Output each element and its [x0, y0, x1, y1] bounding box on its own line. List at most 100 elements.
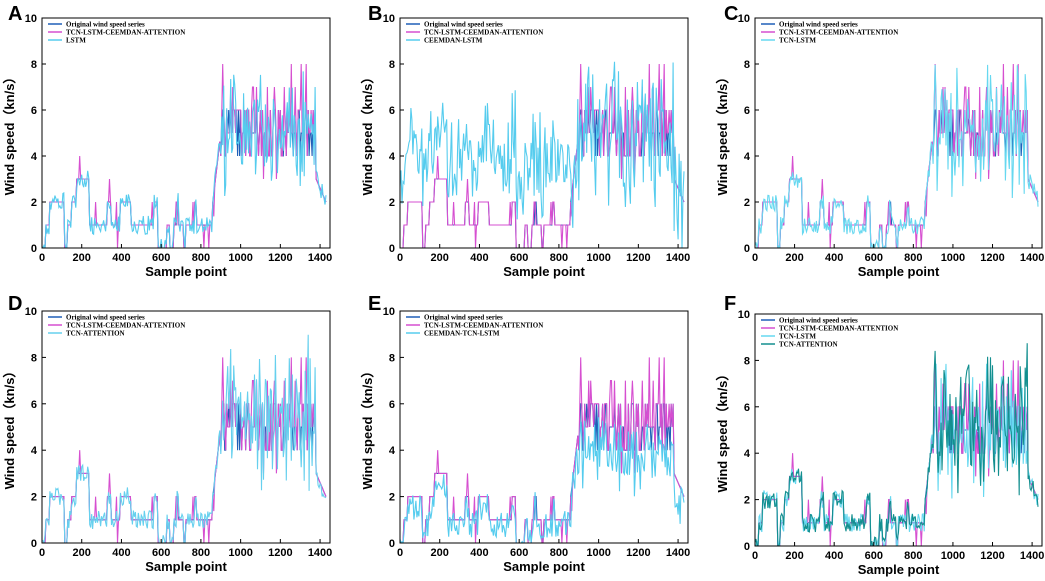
y-tick-label: 8: [31, 352, 37, 364]
y-tick-label: 0: [744, 243, 750, 255]
x-axis-label: Sample point: [503, 559, 585, 574]
panel-label: E: [368, 293, 381, 315]
series-line-tcn-lstm: [755, 363, 1039, 546]
panel-label: A: [8, 3, 22, 25]
x-tick-label: 1400: [666, 252, 690, 264]
y-axis-label: Wind speed（kn/s）: [360, 365, 375, 490]
legend-entry: LSTM: [66, 37, 86, 45]
x-tick-label: 1000: [586, 547, 610, 559]
y-tick-label: 10: [25, 306, 37, 318]
x-tick-label: 1400: [1020, 252, 1044, 264]
series-line-ceemdan-tcn-lstm: [400, 417, 685, 543]
legend-entry: Original wind speed series: [424, 21, 503, 29]
x-tick-label: 1200: [980, 550, 1004, 562]
panel-d: D 0 200 400 600 800 1000 1200 1400 0 2 4 6 8 10 Sample …: [2, 293, 332, 574]
x-tick-label: 1200: [268, 547, 292, 559]
y-tick-label: 4: [31, 151, 38, 163]
x-tick-label: 600: [510, 547, 528, 559]
y-tick-label: 6: [389, 399, 395, 411]
legend-entry: TCN-LSTM-CEEMDAN-ATTENTION: [779, 29, 898, 37]
y-axis-label: Wind speed（kn/s）: [715, 71, 730, 196]
y-tick-label: 8: [389, 59, 395, 71]
y-tick-label: 0: [389, 243, 395, 255]
x-tick-label: 1000: [228, 547, 252, 559]
y-tick-label: 10: [738, 13, 750, 25]
series-line-tcn-lstm: [755, 64, 1039, 248]
x-tick-label: 600: [152, 547, 170, 559]
panel-b: B 0 200 400 600 800 1000 1200 1400 0 2 4 6 8 10 Sample …: [360, 3, 690, 279]
y-tick-label: 2: [389, 197, 395, 209]
x-axis-label: Sample point: [145, 264, 227, 279]
x-tick-label: 800: [550, 252, 568, 264]
x-tick-label: 200: [73, 252, 91, 264]
x-tick-label: 0: [752, 550, 758, 562]
y-tick-label: 6: [389, 105, 395, 117]
y-tick-label: 0: [31, 243, 37, 255]
panel-a: A 0 200 400 600 800 1000 1200 1400 0 2 4 6 8 10 Sample …: [2, 3, 332, 279]
x-tick-label: 0: [752, 252, 758, 264]
x-tick-label: 800: [550, 547, 568, 559]
x-tick-label: 600: [865, 252, 883, 264]
y-tick-label: 10: [738, 309, 750, 321]
legend-entry: Original wind speed series: [424, 314, 503, 322]
y-tick-label: 8: [744, 355, 750, 367]
y-tick-label: 6: [744, 105, 750, 117]
legend-entry: TCN-LSTM-CEEMDAN-ATTENTION: [66, 29, 185, 37]
y-tick-label: 2: [744, 495, 750, 507]
axes-frame: [399, 17, 689, 249]
series-line-lstm: [42, 71, 327, 248]
y-axis-label: Wind speed（kn/s）: [360, 71, 375, 196]
x-tick-label: 200: [431, 547, 449, 559]
x-axis-label: Sample point: [858, 562, 940, 577]
x-tick-label: 1200: [626, 252, 650, 264]
panel-label: D: [8, 293, 22, 315]
x-tick-label: 600: [865, 550, 883, 562]
y-tick-label: 2: [31, 197, 37, 209]
x-tick-label: 1200: [626, 547, 650, 559]
x-tick-label: 0: [39, 547, 45, 559]
y-tick-label: 0: [744, 541, 750, 553]
x-axis-label: Sample point: [858, 264, 940, 279]
legend-entry: TCN-LSTM-CEEMDAN-ATTENTION: [424, 322, 543, 330]
x-tick-label: 200: [431, 252, 449, 264]
legend-entry: Original wind speed series: [66, 314, 145, 322]
x-tick-label: 1400: [1020, 550, 1044, 562]
x-tick-label: 0: [397, 252, 403, 264]
y-axis-label: Wind speed（kn/s）: [715, 368, 730, 493]
x-tick-label: 800: [904, 550, 922, 562]
panel-label: B: [368, 3, 382, 25]
legend-entry: CEEMDAN-TCN-LSTM: [424, 330, 500, 338]
y-tick-label: 2: [31, 492, 37, 504]
x-tick-label: 200: [785, 550, 803, 562]
x-tick-label: 800: [192, 252, 210, 264]
x-tick-label: 200: [73, 547, 91, 559]
x-tick-label: 1000: [586, 252, 610, 264]
x-tick-label: 400: [470, 547, 488, 559]
legend-entry: TCN-LSTM-CEEMDAN-ATTENTION: [66, 322, 185, 330]
x-tick-label: 1400: [666, 547, 690, 559]
panel-c: C 0 200 400 600 800 1000 1200 1400 0 2 4 6 8 10 Sample …: [715, 3, 1044, 279]
x-tick-label: 1200: [980, 252, 1004, 264]
panel-label: C: [724, 3, 738, 25]
x-tick-label: 800: [192, 547, 210, 559]
panel-e: E 0 200 400 600 800 1000 1200 1400 0 2 4 6 8 10 Sample …: [360, 293, 690, 574]
x-axis-label: Sample point: [503, 264, 585, 279]
y-tick-label: 4: [389, 151, 396, 163]
legend-entry: Original wind speed series: [779, 317, 858, 325]
y-tick-label: 10: [25, 13, 37, 25]
x-tick-label: 1000: [941, 550, 965, 562]
x-tick-label: 0: [397, 547, 403, 559]
axes-frame: [399, 310, 689, 544]
legend-entry: CEEMDAN-LSTM: [424, 37, 483, 45]
axes-frame: [754, 17, 1043, 249]
legend-entry: TCN-LSTM-CEEMDAN-ATTENTION: [779, 325, 898, 333]
legend-entry: TCN-LSTM: [779, 333, 816, 341]
x-tick-label: 400: [112, 252, 130, 264]
series-line-tcn-attention: [42, 334, 327, 543]
x-tick-label: 0: [39, 252, 45, 264]
axes-frame: [41, 17, 331, 249]
y-tick-label: 10: [383, 306, 395, 318]
y-tick-label: 6: [744, 402, 750, 414]
x-tick-label: 600: [152, 252, 170, 264]
